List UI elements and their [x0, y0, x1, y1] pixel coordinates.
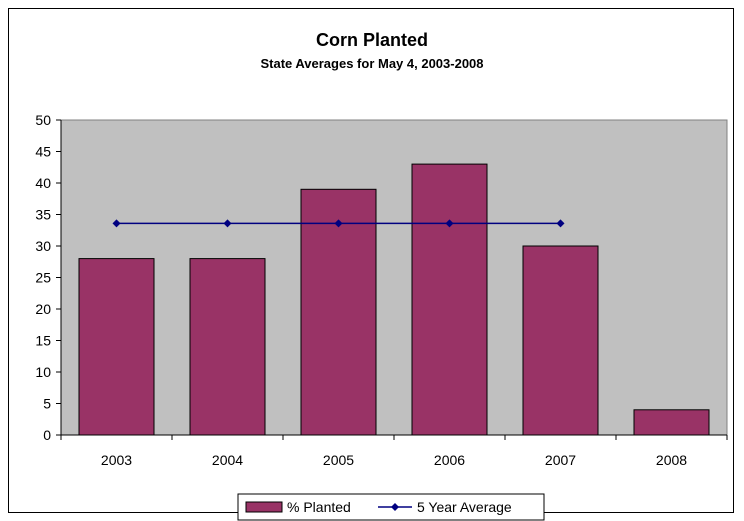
plot-area — [60, 119, 728, 436]
bar — [522, 245, 599, 436]
x-tick-label: 2008 — [656, 452, 687, 468]
x-tick-label: 2003 — [101, 452, 132, 468]
legend-swatch-percent-planted — [245, 501, 283, 513]
x-tick-label: 2005 — [323, 452, 354, 468]
y-tick-label: 45 — [35, 144, 51, 160]
chart-subtitle: State Averages for May 4, 2003-2008 — [260, 56, 483, 71]
y-tick-label: 50 — [35, 112, 51, 128]
legend-label-percent-planted: % Planted — [287, 499, 351, 515]
y-axis: 0 5 10 15 20 25 30 35 40 45 50 — [35, 112, 62, 443]
y-tick-label: 15 — [35, 333, 51, 349]
y-tick-label: 10 — [35, 364, 51, 380]
y-tick-label: 5 — [43, 396, 51, 412]
bar — [300, 188, 377, 436]
y-tick-label: 30 — [35, 238, 51, 254]
average-point — [334, 219, 343, 228]
x-tick-label: 2007 — [545, 452, 576, 468]
x-tick-label: 2006 — [434, 452, 465, 468]
x-axis: 2003 2004 2005 2006 2007 2008 — [60, 434, 728, 468]
legend-marker-five-year-average — [391, 503, 399, 511]
chart-title: Corn Planted — [316, 30, 428, 50]
average-point — [445, 219, 454, 228]
legend: % Planted 5 Year Average — [237, 493, 545, 521]
y-tick-label: 35 — [35, 207, 51, 223]
bar — [411, 163, 488, 436]
legend-label-five-year-average: 5 Year Average — [417, 499, 512, 515]
bar-series — [78, 163, 710, 436]
average-line-series — [112, 219, 565, 228]
y-tick-label: 20 — [35, 301, 51, 317]
y-tick-label: 25 — [35, 270, 51, 286]
average-point — [556, 219, 565, 228]
average-point — [112, 219, 121, 228]
bar — [633, 409, 710, 436]
y-tick-label: 40 — [35, 175, 51, 191]
bar — [78, 258, 155, 436]
average-point — [223, 219, 232, 228]
x-tick-label: 2004 — [212, 452, 243, 468]
y-tick-label: 0 — [43, 427, 51, 443]
bar — [189, 258, 266, 436]
